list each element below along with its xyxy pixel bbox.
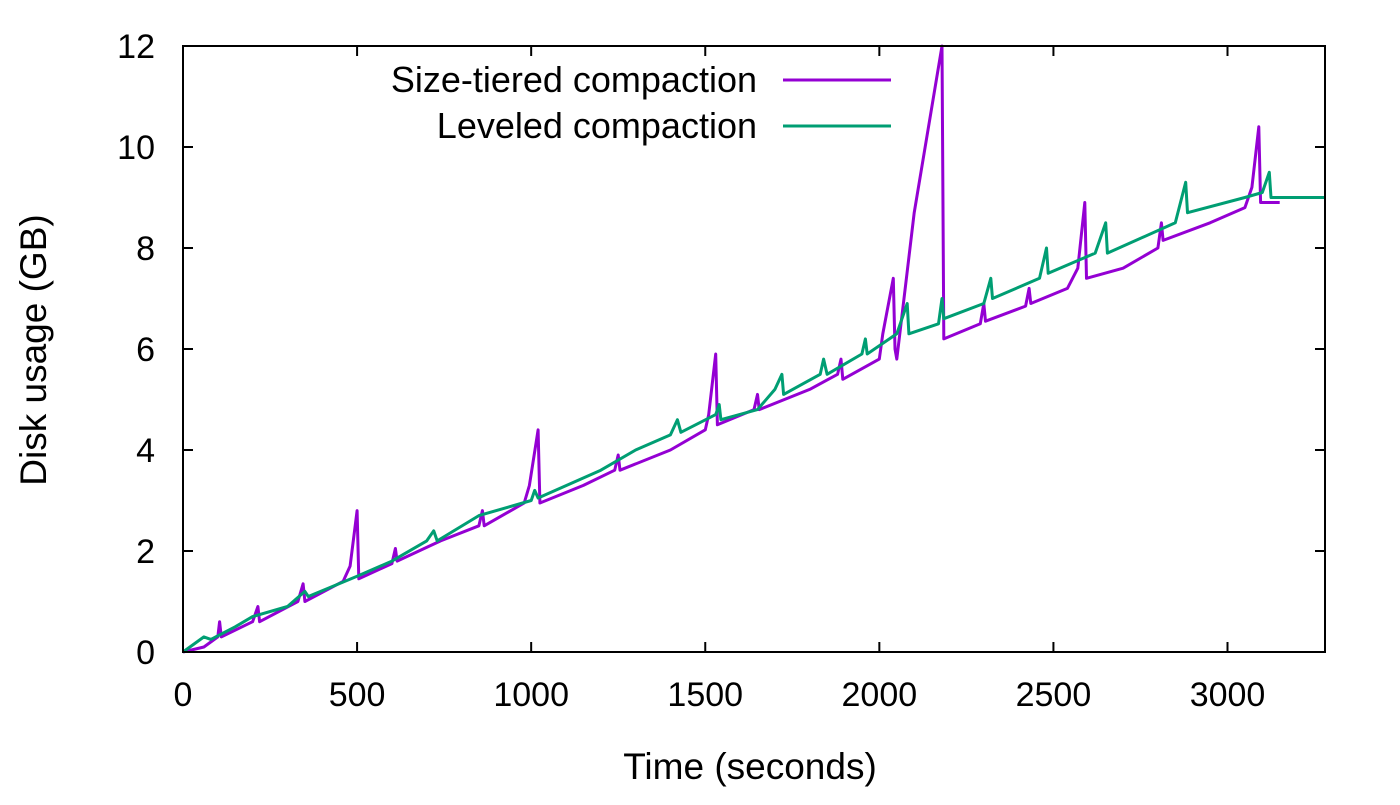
y-tick-label: 10 (117, 129, 155, 167)
x-tick-label: 3000 (1190, 676, 1266, 714)
series-line-leveled-compaction (182, 170, 1325, 654)
y-tick-label: 8 (136, 230, 155, 268)
series-line-size-tiered-compaction (182, 44, 1280, 654)
y-tick-label: 4 (136, 432, 155, 470)
x-tick-label: 0 (174, 676, 193, 714)
legend: Size-tiered compaction Leveled compactio… (391, 59, 891, 146)
y-tick-label: 6 (136, 331, 155, 369)
x-tick-label: 2000 (842, 676, 918, 714)
x-tick-label: 500 (329, 676, 386, 714)
y-axis-label: Disk usage (GB) (13, 214, 54, 485)
ticks-layer: 0 500 1000 1500 2000 2500 3000 0 2 4 6 8 10 12 (117, 28, 1325, 714)
legend-label-size-tiered: Size-tiered compaction (391, 59, 757, 100)
series-layer (182, 44, 1325, 654)
y-tick-label: 12 (117, 28, 155, 66)
x-tick-label: 1000 (493, 676, 569, 714)
y-tick-label: 0 (136, 634, 155, 672)
x-tick-label: 1500 (667, 676, 743, 714)
x-tick-label: 2500 (1016, 676, 1092, 714)
y-tick-label: 2 (136, 533, 155, 571)
x-axis-label: Time (seconds) (623, 746, 877, 787)
legend-label-leveled: Leveled compaction (437, 105, 757, 146)
